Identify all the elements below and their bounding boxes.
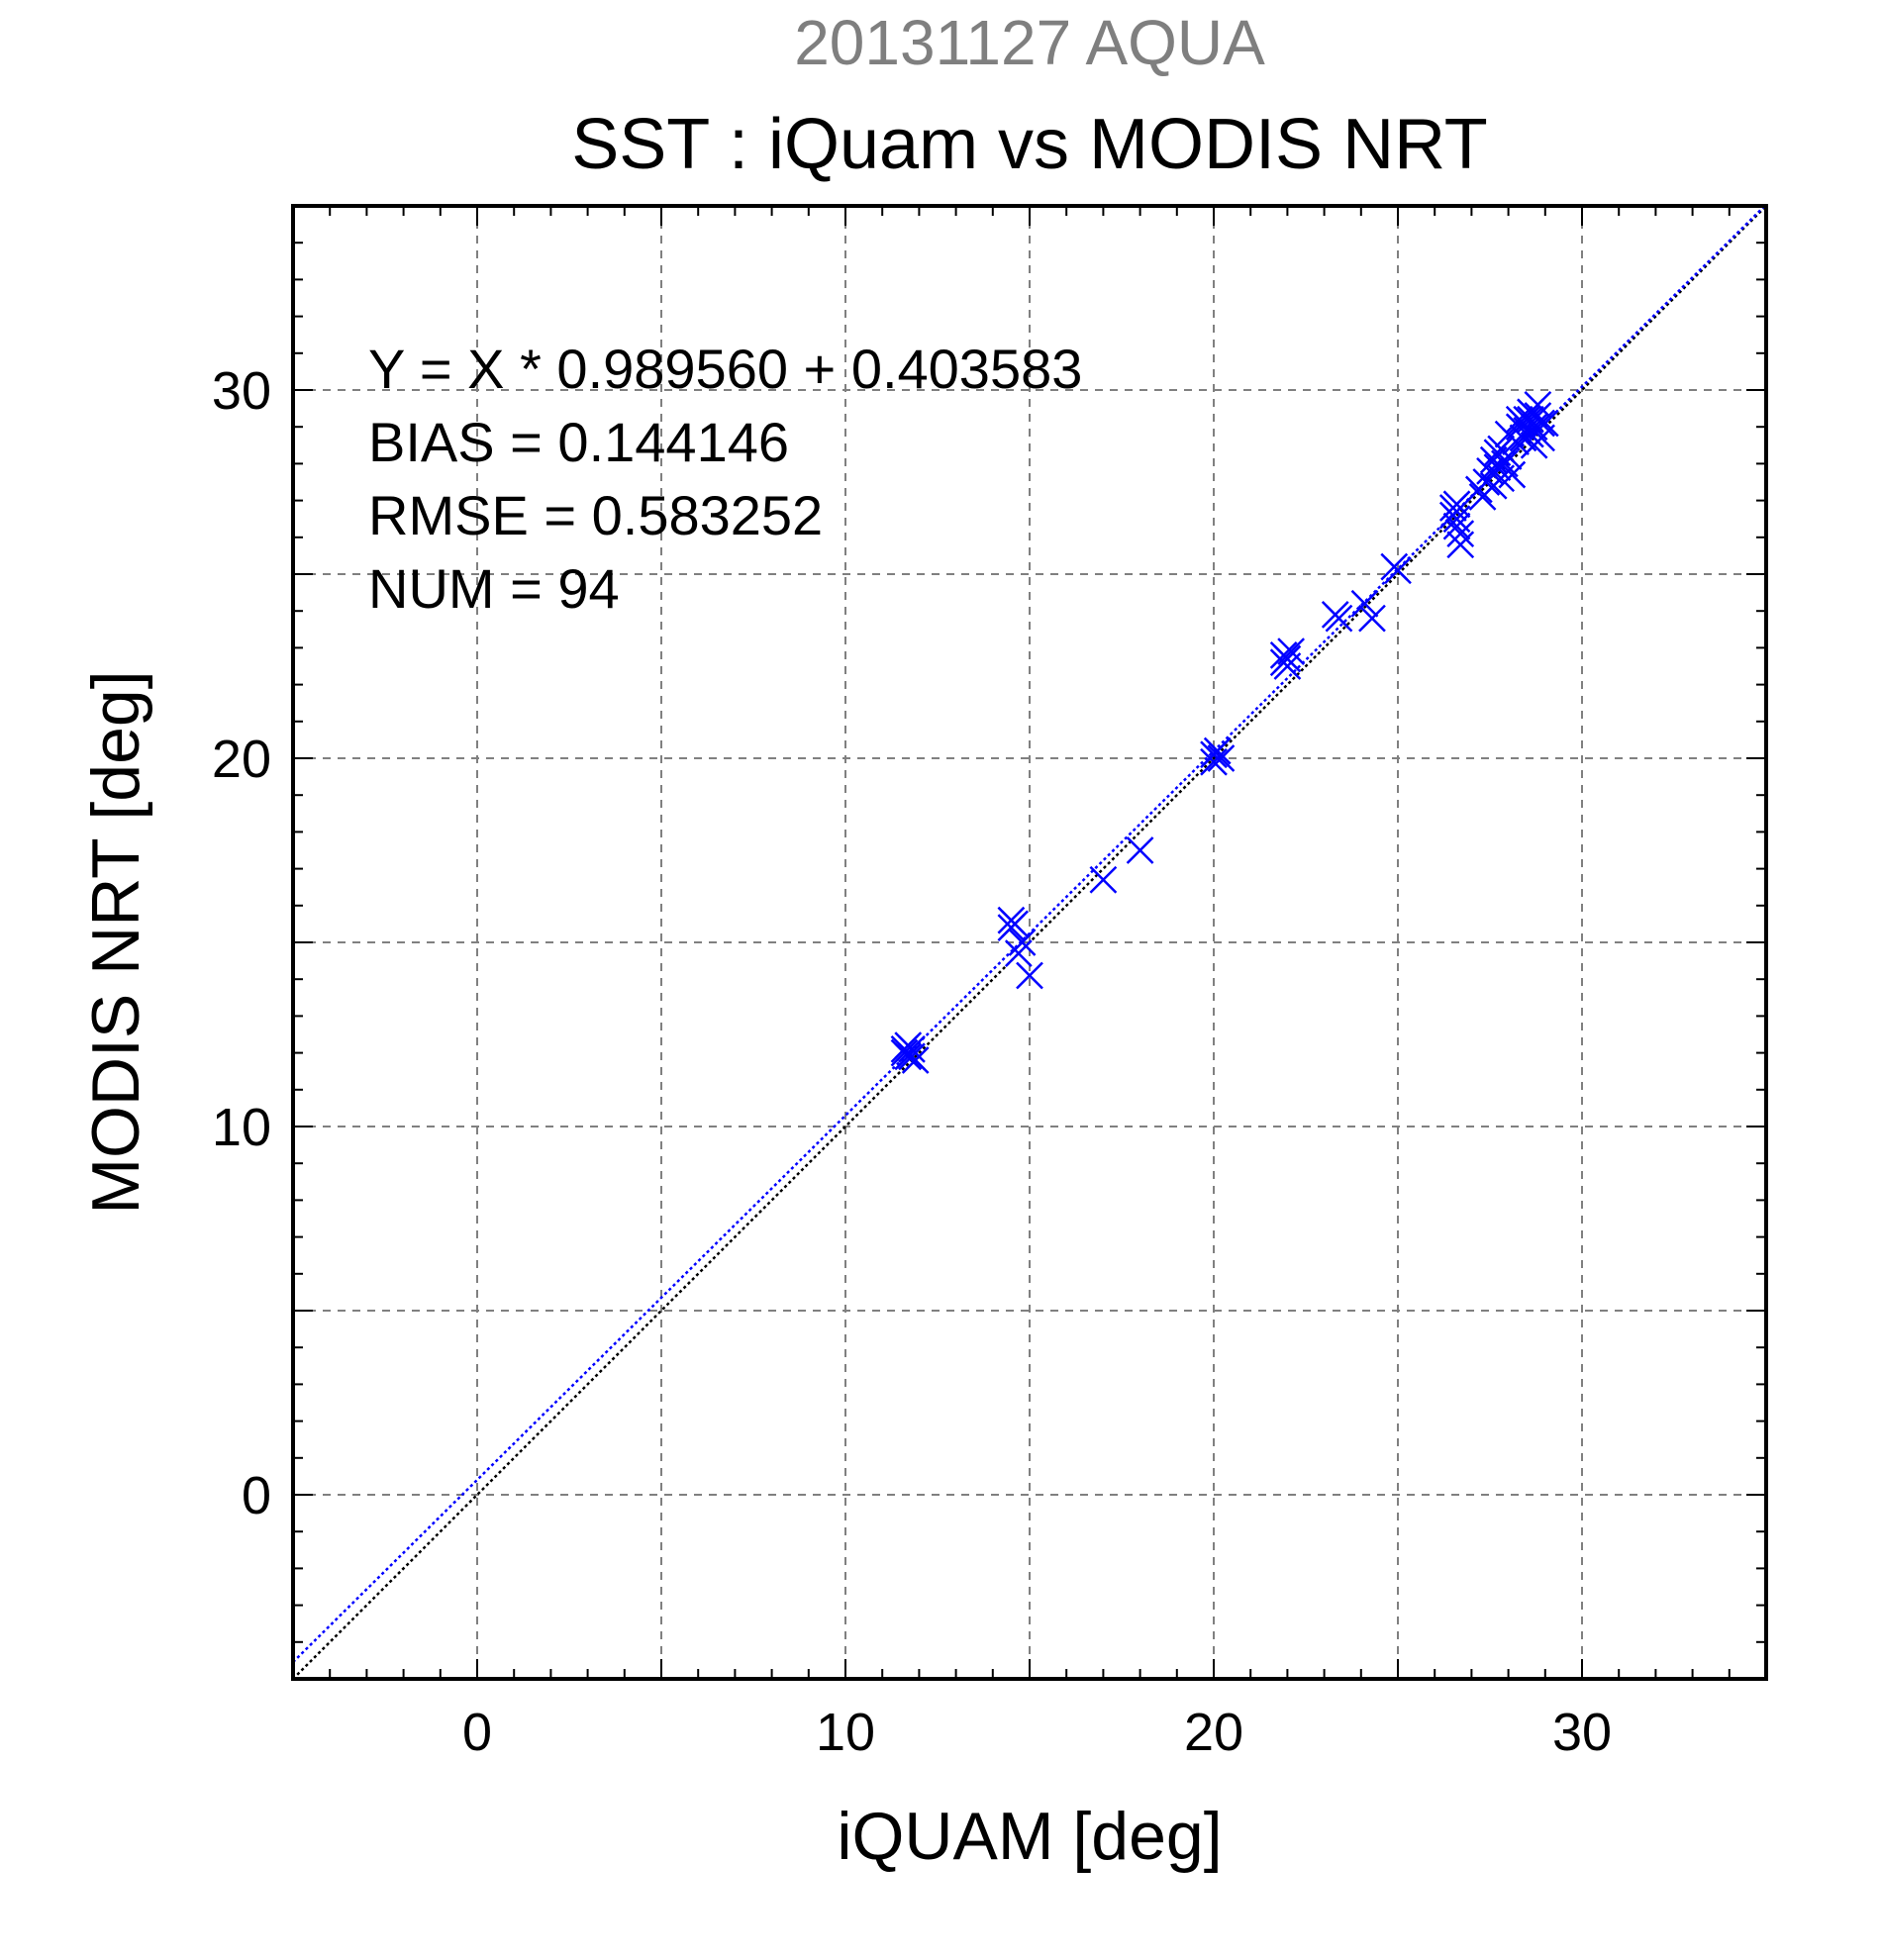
data-point (1498, 460, 1527, 489)
data-point (1203, 736, 1232, 765)
y-tick-label: 20 (212, 730, 271, 789)
data-point (1008, 929, 1037, 956)
stats-num: NUM = 94 (368, 557, 620, 620)
y-axis-label: MODIS NRT [deg] (78, 670, 153, 1214)
x-tick-label: 10 (816, 1703, 875, 1762)
data-point (1200, 747, 1228, 776)
data-point (1446, 531, 1475, 559)
data-points (890, 390, 1559, 1074)
stats-rmse: RMSE = 0.583252 (368, 484, 823, 546)
y-tick-label: 0 (242, 1466, 271, 1525)
data-point (1358, 604, 1386, 633)
data-point (1207, 744, 1236, 772)
data-point (997, 914, 1026, 942)
regression-stats: Y = X * 0.989560 + 0.403583 BIAS = 0.144… (368, 338, 1082, 620)
date-title: 20131127 AQUA (794, 7, 1265, 78)
tick-labels: 0 10 20 30 0 10 20 30 (212, 361, 1612, 1762)
data-point (1384, 556, 1412, 585)
data-point (1350, 589, 1379, 618)
stats-bias: BIAS = 0.144146 (368, 411, 789, 473)
plot-frame (291, 204, 1768, 1681)
data-point (894, 1042, 923, 1071)
chart-title: SST : iQuam vs MODIS NRT (571, 105, 1488, 184)
data-point (1487, 435, 1516, 463)
data-point (1517, 420, 1544, 448)
data-point (1273, 652, 1302, 680)
data-point (898, 1042, 926, 1071)
data-point (1438, 501, 1467, 530)
grid-lines (293, 206, 1766, 1679)
x-tick-label: 20 (1184, 1703, 1243, 1762)
x-tick-label: 0 (462, 1703, 492, 1762)
data-point (1446, 520, 1475, 547)
data-point (1126, 836, 1154, 864)
y-tick-label: 30 (212, 361, 271, 421)
data-point (1531, 409, 1559, 438)
data-point (1517, 398, 1544, 427)
data-point (1479, 471, 1508, 500)
x-axis-label: iQUAM [deg] (837, 1799, 1222, 1874)
data-point (1089, 865, 1118, 894)
stats-fit-equation: Y = X * 0.989560 + 0.403583 (368, 338, 1082, 400)
data-point (1004, 939, 1033, 968)
x-tick-label: 30 (1552, 1703, 1612, 1762)
data-point (1442, 490, 1471, 519)
y-tick-label: 10 (212, 1098, 271, 1157)
data-point (1016, 961, 1043, 990)
data-point (1442, 512, 1471, 540)
data-point (1325, 604, 1353, 633)
